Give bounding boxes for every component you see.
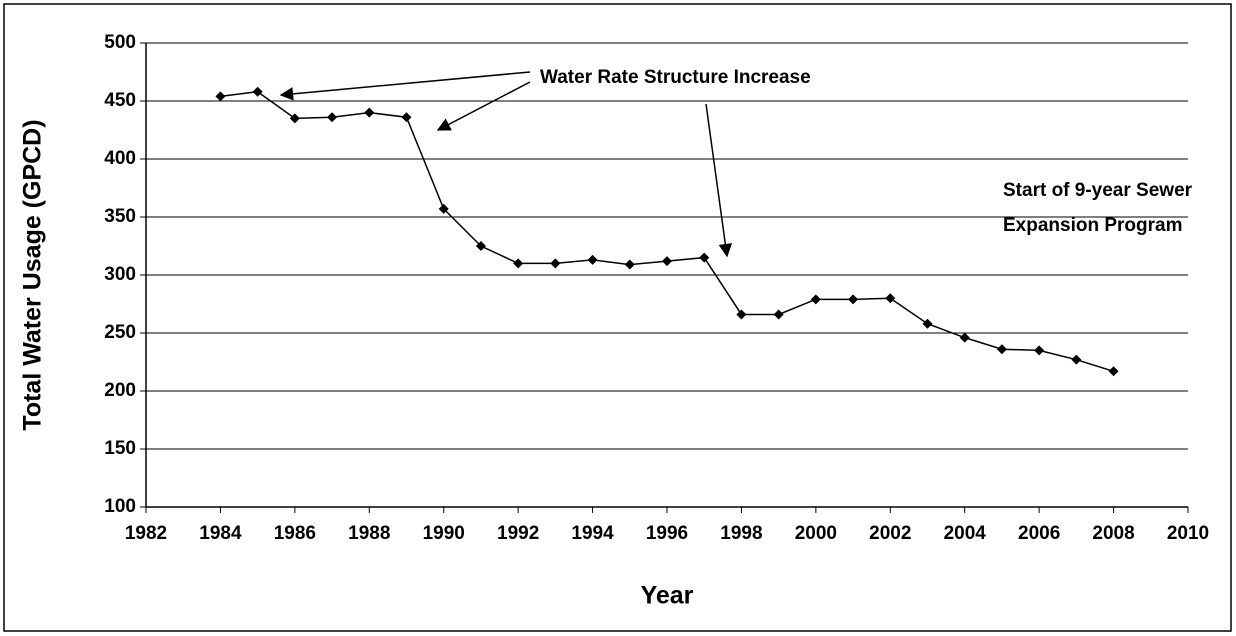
x-axis-title: Year — [641, 582, 694, 610]
marker — [922, 318, 933, 329]
marker — [662, 256, 672, 267]
marker — [550, 258, 561, 269]
arrows — [279, 71, 733, 258]
annotation: Start of 9-year Sewer — [1003, 180, 1193, 201]
x-tick-label: 2008 — [1092, 523, 1134, 544]
arrow — [436, 81, 531, 131]
marker — [401, 112, 412, 123]
line — [220, 90, 1114, 372]
y-tick-label: 450 — [104, 90, 136, 111]
y-tick-label: 400 — [104, 148, 136, 169]
x-tick-label: 1992 — [497, 523, 539, 544]
x-tick-label: 1982 — [125, 523, 167, 544]
x-tick-label: 1996 — [646, 523, 688, 544]
marker — [885, 293, 896, 304]
marker — [513, 258, 524, 269]
marker — [1071, 354, 1082, 365]
marker — [959, 332, 970, 343]
x-tick-label: 1990 — [423, 523, 465, 544]
x-tick-label: 2006 — [1018, 523, 1060, 544]
x-tick-label: 1998 — [720, 523, 762, 544]
frame — [3, 3, 1232, 632]
annotation: Water Rate Structure Increase — [540, 67, 811, 88]
x-tick-label: 1994 — [571, 523, 614, 544]
marker — [327, 112, 338, 123]
x-tick-label: 1988 — [348, 523, 390, 544]
arrow — [279, 71, 531, 101]
y-tick-label: 300 — [104, 264, 136, 285]
marker — [810, 294, 821, 305]
marker — [215, 91, 226, 102]
arrow — [705, 103, 733, 258]
x-tick-label: 2010 — [1167, 523, 1209, 544]
x-tick-label: 2000 — [795, 523, 837, 544]
y-tick-label: 150 — [104, 438, 136, 459]
marker — [1034, 345, 1045, 356]
annotation: Expansion Program — [1003, 215, 1183, 236]
x-tick-label: 2004 — [944, 523, 987, 544]
x-tick-label: 2002 — [869, 523, 911, 544]
marker — [848, 294, 859, 305]
y-tick-label: 200 — [104, 380, 136, 401]
marker — [587, 254, 598, 265]
marker — [736, 309, 747, 320]
x-tick-label: 1984 — [199, 523, 242, 544]
y-axis-title: Total Water Usage (GPCD) — [19, 119, 47, 430]
marker — [475, 241, 486, 251]
marker — [699, 252, 710, 263]
x-tick-label: 1986 — [274, 523, 316, 544]
y-tick-label: 100 — [104, 496, 136, 517]
y-tick-label: 500 — [104, 32, 136, 53]
marker — [996, 344, 1007, 355]
marker — [773, 309, 784, 320]
marker — [289, 113, 300, 124]
marker — [364, 107, 375, 118]
marker — [252, 86, 263, 97]
y-tick-label: 250 — [104, 322, 136, 343]
marker — [624, 259, 635, 270]
marker — [1108, 366, 1119, 377]
marker — [438, 203, 449, 214]
y-tick-label: 350 — [104, 206, 136, 227]
